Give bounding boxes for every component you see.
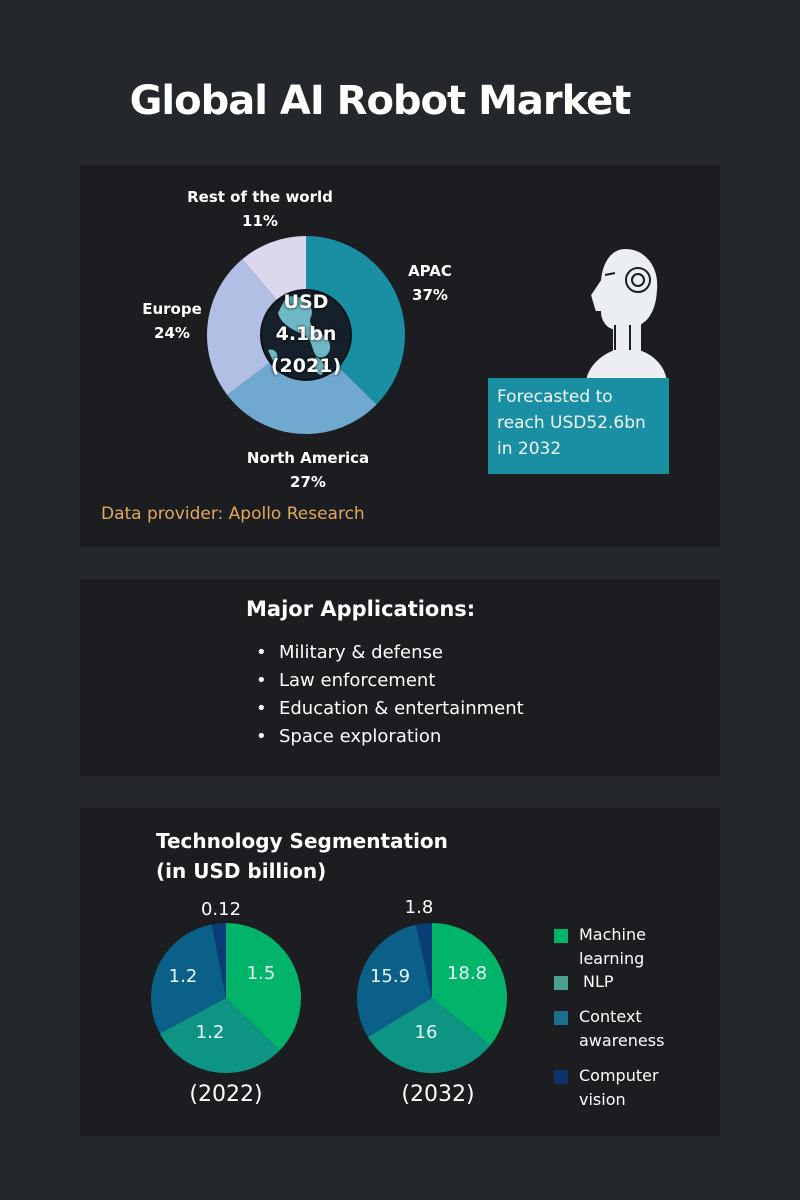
pie-2032 xyxy=(357,923,507,1073)
pie-slice xyxy=(227,335,377,434)
pie-slice xyxy=(151,924,226,1034)
pie2032-cv-label: 1.8 xyxy=(404,897,434,918)
market-size-year: (2021) xyxy=(270,355,342,377)
legend-swatch xyxy=(554,1011,568,1025)
segmentation-title: Technology Segmentation (in USD billion) xyxy=(156,829,448,883)
label-europe: Europe 24% xyxy=(142,300,202,342)
legend-swatch xyxy=(554,1070,568,1084)
legend-swatch xyxy=(554,929,568,943)
pie2022-ml-label: 1.5 xyxy=(246,963,276,984)
segmentation-pies xyxy=(151,923,507,1073)
segmentation-panel: Technology Segmentation (in USD billion)… xyxy=(80,808,720,1136)
applications-title: Major Applications: xyxy=(246,597,476,621)
label-north-america: North America 27% xyxy=(246,449,370,491)
market-donut-chart xyxy=(207,236,405,434)
legend-swatch xyxy=(554,976,568,990)
market-size-value: 4.1bn xyxy=(275,323,337,345)
list-item: Education & entertainment xyxy=(256,695,524,723)
page-title: Global AI Robot Market xyxy=(129,78,632,124)
pie2032-ml-label: 18.8 xyxy=(446,963,488,984)
pie-slice xyxy=(306,236,405,405)
data-provider: Data provider: Apollo Research xyxy=(101,504,365,524)
pie-slice xyxy=(207,259,306,395)
label-rest-of-world: Rest of the world 11% xyxy=(187,188,333,230)
pie2022-cv-label: 0.12 xyxy=(200,899,242,920)
pie-2022 xyxy=(151,923,301,1073)
pie-slice xyxy=(159,998,280,1073)
pie-slice xyxy=(226,923,301,1051)
robot-icon xyxy=(583,246,670,380)
pie2032-year: (2032) xyxy=(401,1082,475,1107)
market-panel: USD 4.1bn (2021) Rest of the world 11% A… xyxy=(80,165,720,547)
pie2032-nlp-label: 16 xyxy=(414,1022,438,1043)
pie2022-ctx-label: 1.2 xyxy=(168,966,198,987)
pie-slice xyxy=(357,924,432,1038)
list-item: Space exploration xyxy=(256,723,524,751)
pie2022-nlp-label: 1.2 xyxy=(195,1022,225,1043)
list-item: Military & defense xyxy=(256,639,524,667)
list-item: Law enforcement xyxy=(256,667,524,695)
globe-icon xyxy=(260,289,352,381)
pie-slice xyxy=(432,923,507,1046)
label-apac: APAC 37% xyxy=(408,262,452,304)
forecast-callout: Forecasted to reach USD52.6bn in 2032 xyxy=(488,378,669,474)
pie2022-year: (2022) xyxy=(189,1082,263,1107)
pie-slice xyxy=(367,998,491,1073)
applications-list: Military & defense Law enforcement Educa… xyxy=(256,639,524,751)
applications-panel: Major Applications: Military & defense L… xyxy=(80,579,720,776)
market-size-unit: USD xyxy=(283,291,329,313)
pie2032-ctx-label: 15.9 xyxy=(369,966,411,987)
pie-slice xyxy=(212,923,226,998)
pie-slice xyxy=(415,923,432,998)
